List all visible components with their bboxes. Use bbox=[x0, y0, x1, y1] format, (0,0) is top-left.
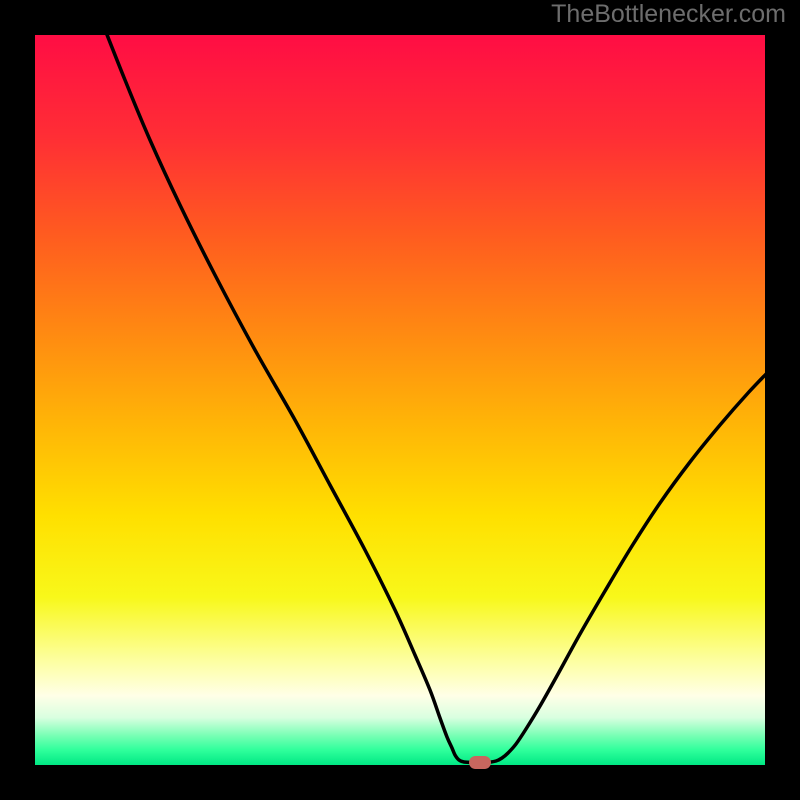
watermark-text: TheBottlenecker.com bbox=[551, 0, 786, 29]
chart-container: TheBottlenecker.com bbox=[0, 0, 800, 800]
gradient-background bbox=[35, 35, 765, 765]
optimal-point-marker bbox=[469, 756, 491, 769]
